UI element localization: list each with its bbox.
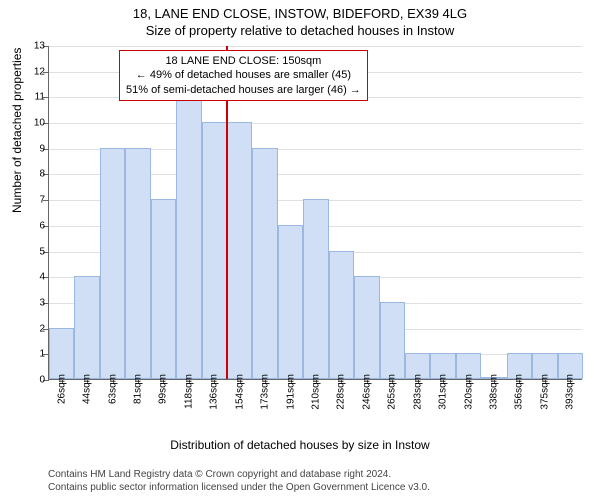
xtick-label: 191sqm bbox=[285, 374, 296, 410]
xtick-label: 210sqm bbox=[311, 374, 322, 410]
xtick-label: 320sqm bbox=[463, 374, 474, 410]
plot: 01234567891011121326sqm44sqm63sqm81sqm99… bbox=[48, 46, 582, 380]
chart-subtitle: Size of property relative to detached ho… bbox=[0, 21, 600, 38]
xtick-label: 338sqm bbox=[489, 374, 500, 410]
bar bbox=[74, 276, 99, 379]
bar bbox=[125, 148, 150, 379]
bar bbox=[151, 199, 176, 379]
ytick-label: 4 bbox=[25, 272, 45, 283]
xtick-label: 356sqm bbox=[514, 374, 525, 410]
bar bbox=[100, 148, 125, 379]
bar bbox=[354, 276, 379, 379]
gridline bbox=[49, 46, 582, 47]
footer-line-2: Contains public sector information licen… bbox=[48, 482, 430, 495]
ytick-label: 11 bbox=[25, 92, 45, 103]
xtick-label: 118sqm bbox=[183, 374, 194, 409]
ytick-label: 10 bbox=[25, 118, 45, 129]
bar bbox=[329, 251, 354, 379]
xtick-label: 136sqm bbox=[209, 374, 220, 410]
ytick-label: 2 bbox=[25, 323, 45, 334]
bar bbox=[278, 225, 303, 379]
annotation-line: ← 49% of detached houses are smaller (45… bbox=[126, 68, 361, 82]
ytick-label: 13 bbox=[25, 41, 45, 52]
ytick-label: 6 bbox=[25, 220, 45, 231]
x-axis-label: Distribution of detached houses by size … bbox=[0, 438, 600, 452]
ytick-label: 9 bbox=[25, 143, 45, 154]
bar bbox=[202, 122, 227, 379]
ytick-label: 5 bbox=[25, 246, 45, 257]
xtick-label: 265sqm bbox=[387, 374, 398, 410]
xtick-label: 301sqm bbox=[438, 374, 449, 410]
footer-line-1: Contains HM Land Registry data © Crown c… bbox=[48, 469, 430, 482]
y-axis-label: Number of detached properties bbox=[10, 48, 24, 213]
xtick-label: 283sqm bbox=[412, 374, 423, 410]
bar bbox=[380, 302, 405, 379]
xtick-label: 44sqm bbox=[82, 374, 93, 404]
annotation-box: 18 LANE END CLOSE: 150sqm← 49% of detach… bbox=[119, 50, 368, 101]
bar bbox=[176, 96, 201, 379]
xtick-label: 99sqm bbox=[158, 374, 169, 404]
chart-container: 18, LANE END CLOSE, INSTOW, BIDEFORD, EX… bbox=[0, 0, 600, 500]
xtick-label: 375sqm bbox=[539, 374, 550, 410]
xtick-label: 26sqm bbox=[56, 374, 67, 404]
footer: Contains HM Land Registry data © Crown c… bbox=[48, 469, 430, 494]
xtick-label: 154sqm bbox=[234, 374, 245, 410]
bar bbox=[49, 328, 74, 379]
annotation-line: 18 LANE END CLOSE: 150sqm bbox=[126, 54, 361, 68]
bar bbox=[303, 199, 328, 379]
gridline bbox=[49, 123, 582, 124]
ytick-label: 3 bbox=[25, 297, 45, 308]
ytick-label: 8 bbox=[25, 169, 45, 180]
xtick-label: 173sqm bbox=[260, 374, 271, 410]
ytick-label: 7 bbox=[25, 195, 45, 206]
ytick-label: 1 bbox=[25, 349, 45, 360]
ytick-label: 0 bbox=[25, 375, 45, 386]
xtick-label: 246sqm bbox=[361, 374, 372, 410]
bar bbox=[227, 122, 252, 379]
xtick-label: 81sqm bbox=[133, 374, 144, 404]
annotation-line: 51% of semi-detached houses are larger (… bbox=[126, 83, 361, 97]
bar bbox=[252, 148, 277, 379]
xtick-label: 393sqm bbox=[565, 374, 576, 410]
xtick-label: 63sqm bbox=[107, 374, 118, 404]
chart-title: 18, LANE END CLOSE, INSTOW, BIDEFORD, EX… bbox=[0, 0, 600, 21]
plot-area: 01234567891011121326sqm44sqm63sqm81sqm99… bbox=[48, 46, 582, 380]
ytick-label: 12 bbox=[25, 66, 45, 77]
xtick-label: 228sqm bbox=[336, 374, 347, 410]
